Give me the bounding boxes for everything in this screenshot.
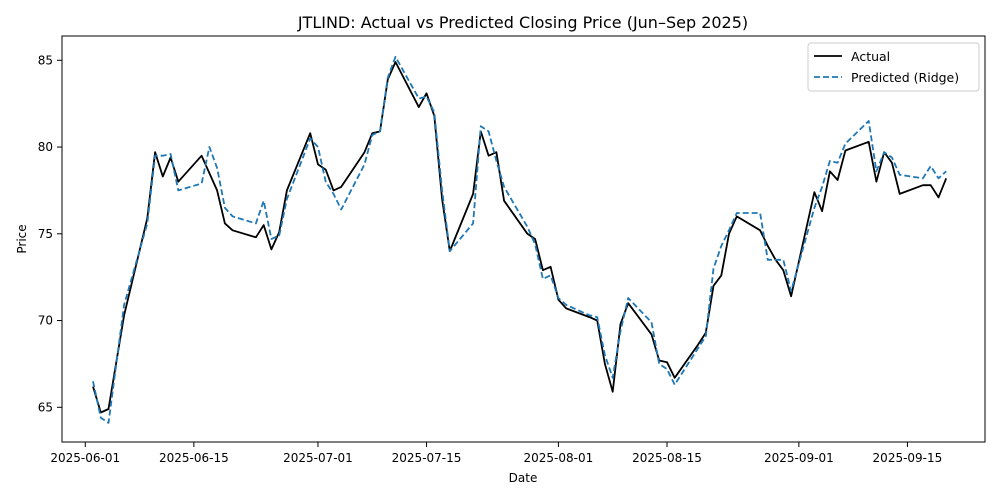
series-line-predicted — [92, 55, 947, 424]
x-tick-label: 2025-08-01 — [524, 451, 594, 465]
legend: Actual Predicted (Ridge) — [807, 42, 980, 92]
x-tick-label: 2025-09-15 — [873, 451, 943, 465]
y-axis-label: Price — [15, 224, 29, 253]
legend-label-actual: Actual — [851, 49, 890, 64]
y-tick-label: 75 — [38, 227, 53, 241]
series-layer — [92, 55, 948, 424]
y-tick-label: 65 — [38, 400, 53, 414]
plot-frame — [61, 35, 986, 443]
y-tick-label: 85 — [38, 53, 53, 67]
legend-box — [807, 42, 980, 92]
x-tick-label: 2025-08-15 — [632, 451, 702, 465]
x-tick-label: 2025-07-15 — [392, 451, 462, 465]
y-tick-label: 70 — [38, 314, 53, 328]
y-tick-label: 80 — [38, 140, 53, 154]
x-axis: 2025-06-01 2025-06-15 2025-07-01 2025-07-15… — [50, 442, 942, 465]
x-tick-label: 2025-06-15 — [159, 451, 229, 465]
chart-title: JTLIND: Actual vs Predicted Closing Pric… — [297, 13, 748, 32]
x-tick-label: 2025-09-01 — [764, 451, 834, 465]
x-axis-label: Date — [509, 471, 538, 485]
series-line-actual — [92, 61, 948, 414]
x-tick-label: 2025-07-01 — [283, 451, 353, 465]
y-axis: 65 70 75 80 85 — [38, 53, 62, 414]
x-tick-label: 2025-06-01 — [50, 451, 120, 465]
legend-label-predicted: Predicted (Ridge) — [851, 70, 959, 85]
